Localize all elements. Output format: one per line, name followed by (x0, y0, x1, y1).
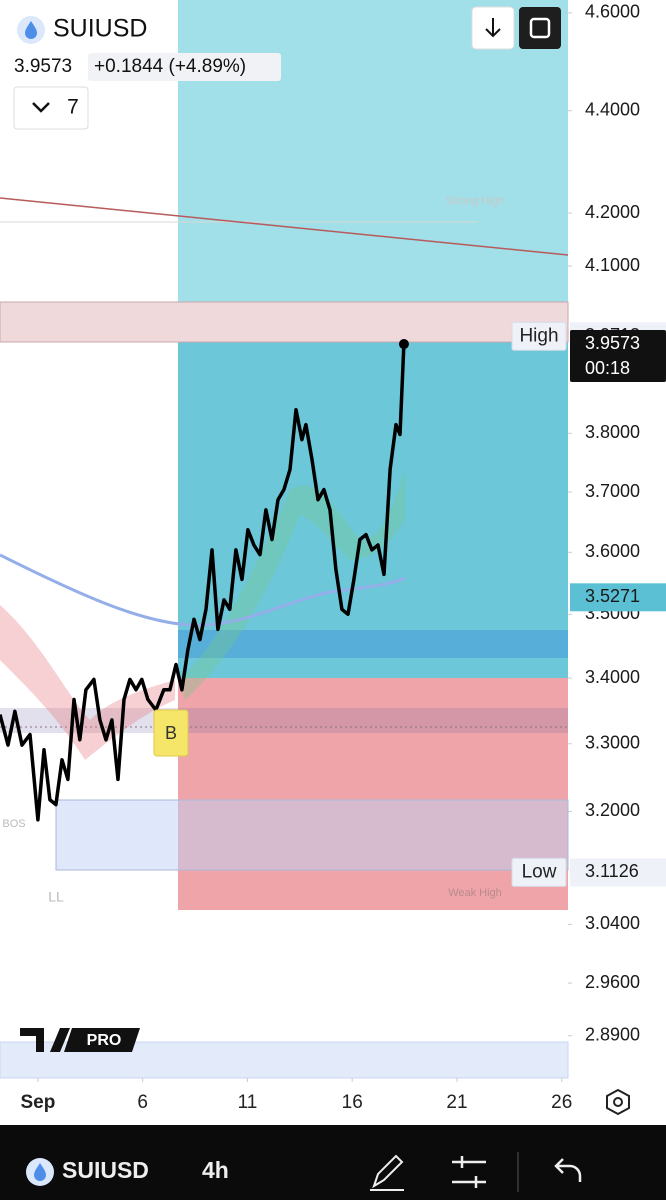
x-tick-label: 26 (551, 1092, 572, 1113)
bos-label: BOS (2, 818, 25, 830)
y-tick-label: 3.0400 (585, 913, 640, 933)
level-price-box (570, 858, 666, 887)
ema-ribbon (0, 605, 175, 760)
change-bg (88, 53, 281, 81)
demand-band (178, 630, 568, 658)
moving-average (0, 553, 406, 627)
last-point (398, 339, 409, 350)
change: +0.1844 (+4.89%) (94, 56, 246, 77)
y-tick-label: 2.8900 (585, 1024, 640, 1044)
y-tick-label: 3.6000 (585, 541, 640, 561)
x-tick-label: 21 (446, 1092, 467, 1113)
y-tick-label: 4.4000 (585, 99, 640, 119)
profit-zone (178, 342, 568, 678)
chevron (32, 102, 50, 113)
fullscreen-button[interactable] (519, 7, 561, 49)
scroll-icon (485, 18, 501, 38)
high-band (0, 301, 569, 343)
plot (0, 339, 409, 822)
y-tick-label: 4.2000 (585, 202, 640, 222)
logo-badge (64, 1028, 140, 1052)
ma-price: 3.5271 (585, 586, 640, 606)
y-tick-label: 3.7000 (585, 481, 640, 501)
y-tick-label: 4.6000 (585, 2, 640, 22)
weak-high-label: Weak High (448, 887, 502, 899)
footer-interval[interactable]: 4h (202, 1157, 229, 1183)
level-name-box (511, 321, 567, 351)
order-block (55, 799, 569, 871)
strong-high-label: Strong High (446, 195, 504, 207)
x-tick-label: 16 (342, 1092, 363, 1113)
entry-band (0, 708, 568, 733)
x-tick-label: Sep (20, 1092, 55, 1113)
indicator-toggle[interactable] (13, 86, 89, 130)
last-price: 3.9573 (585, 333, 640, 353)
price-line (0, 344, 406, 822)
stop-zone (178, 678, 568, 910)
buy-marker (153, 709, 189, 757)
symbol[interactable]: SUIUSD (53, 15, 147, 43)
draw-icon[interactable] (370, 1154, 404, 1191)
settings-icon[interactable] (606, 1088, 630, 1116)
level-price: 3.1126 (585, 861, 639, 881)
logo-text: PRO (87, 1032, 122, 1049)
ema-ribbon-green (180, 470, 405, 700)
y-tick-label: 3.2000 (585, 800, 640, 820)
level-name: Low (522, 861, 557, 882)
indicator-count: 7 (67, 96, 79, 119)
trend-line (0, 197, 569, 256)
y-tick-label: 4.1000 (585, 255, 640, 275)
toolbar (0, 1125, 666, 1200)
buy-label: B (165, 723, 177, 743)
target-zone (178, 0, 568, 302)
y-tick-label: 3.8000 (585, 422, 640, 442)
y-tick-label: 3.4000 (585, 667, 640, 687)
price: 3.9573 (14, 56, 72, 77)
fullscreen-icon (529, 17, 551, 39)
last-price-box (570, 330, 666, 383)
footer-symbol-drop (34, 1163, 46, 1181)
level-name-box (511, 857, 567, 887)
footer-symbol[interactable]: SUIUSD (62, 1157, 149, 1183)
undo-icon[interactable] (554, 1158, 582, 1182)
y-tick-label: 2.9600 (585, 972, 640, 992)
x-tick-label: 11 (238, 1092, 258, 1113)
logo-mark (20, 1028, 70, 1052)
countdown: 00:18 (585, 358, 630, 378)
symbol-icon-drop (25, 21, 37, 39)
ll-label: LL (48, 889, 64, 905)
indicators-icon[interactable] (452, 1156, 486, 1188)
x-tick-label: 6 (137, 1092, 148, 1113)
settings-icon-dot (613, 1097, 623, 1107)
level-name: High (519, 325, 558, 346)
y-tick-label: 3.3000 (585, 733, 640, 753)
ma-price-box (570, 583, 666, 612)
